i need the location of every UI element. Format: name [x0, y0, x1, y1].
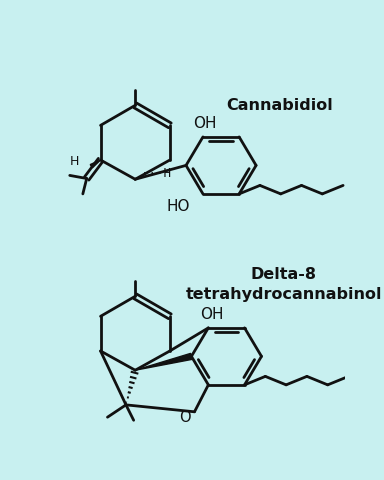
- Text: OH: OH: [193, 116, 216, 132]
- Text: ···H: ···H: [141, 168, 170, 180]
- Text: H: H: [70, 155, 79, 168]
- Text: O: O: [179, 410, 191, 425]
- Polygon shape: [135, 353, 192, 370]
- Text: OH: OH: [200, 307, 224, 322]
- Text: Delta-8
tetrahydrocannabinol: Delta-8 tetrahydrocannabinol: [185, 267, 382, 302]
- Text: Cannabidiol: Cannabidiol: [227, 98, 333, 113]
- Polygon shape: [90, 160, 101, 168]
- Text: HO: HO: [167, 199, 190, 214]
